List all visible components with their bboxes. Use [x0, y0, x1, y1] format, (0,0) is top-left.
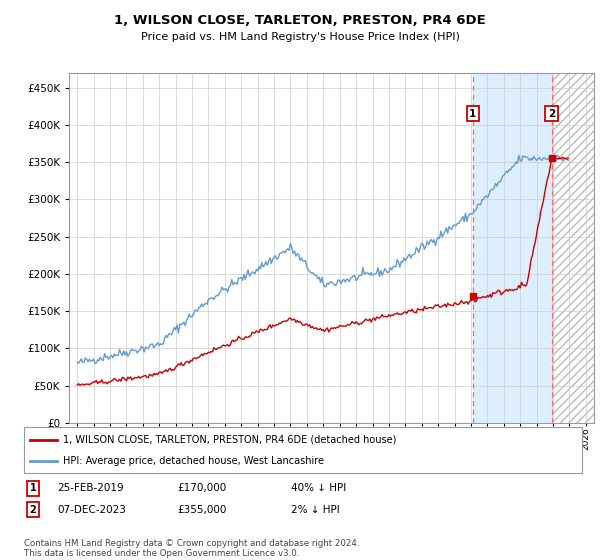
Text: 1: 1	[469, 109, 476, 119]
Text: HPI: Average price, detached house, West Lancashire: HPI: Average price, detached house, West…	[63, 456, 324, 466]
Bar	[551, 73, 600, 423]
Text: 25-FEB-2019: 25-FEB-2019	[57, 483, 124, 493]
Text: £355,000: £355,000	[177, 505, 226, 515]
Text: 2% ↓ HPI: 2% ↓ HPI	[291, 505, 340, 515]
Text: Contains HM Land Registry data © Crown copyright and database right 2024.
This d: Contains HM Land Registry data © Crown c…	[24, 539, 359, 558]
Bar	[551, 73, 600, 423]
Text: 40% ↓ HPI: 40% ↓ HPI	[291, 483, 346, 493]
Text: 1, WILSON CLOSE, TARLETON, PRESTON, PR4 6DE: 1, WILSON CLOSE, TARLETON, PRESTON, PR4 …	[114, 14, 486, 27]
Text: 2: 2	[29, 505, 37, 515]
Text: 2: 2	[548, 109, 555, 119]
Text: 07-DEC-2023: 07-DEC-2023	[57, 505, 126, 515]
Bar	[473, 73, 551, 423]
Text: 1: 1	[29, 483, 37, 493]
Text: Price paid vs. HM Land Registry's House Price Index (HPI): Price paid vs. HM Land Registry's House …	[140, 32, 460, 43]
Text: £170,000: £170,000	[177, 483, 226, 493]
Text: 1, WILSON CLOSE, TARLETON, PRESTON, PR4 6DE (detached house): 1, WILSON CLOSE, TARLETON, PRESTON, PR4 …	[63, 435, 397, 445]
